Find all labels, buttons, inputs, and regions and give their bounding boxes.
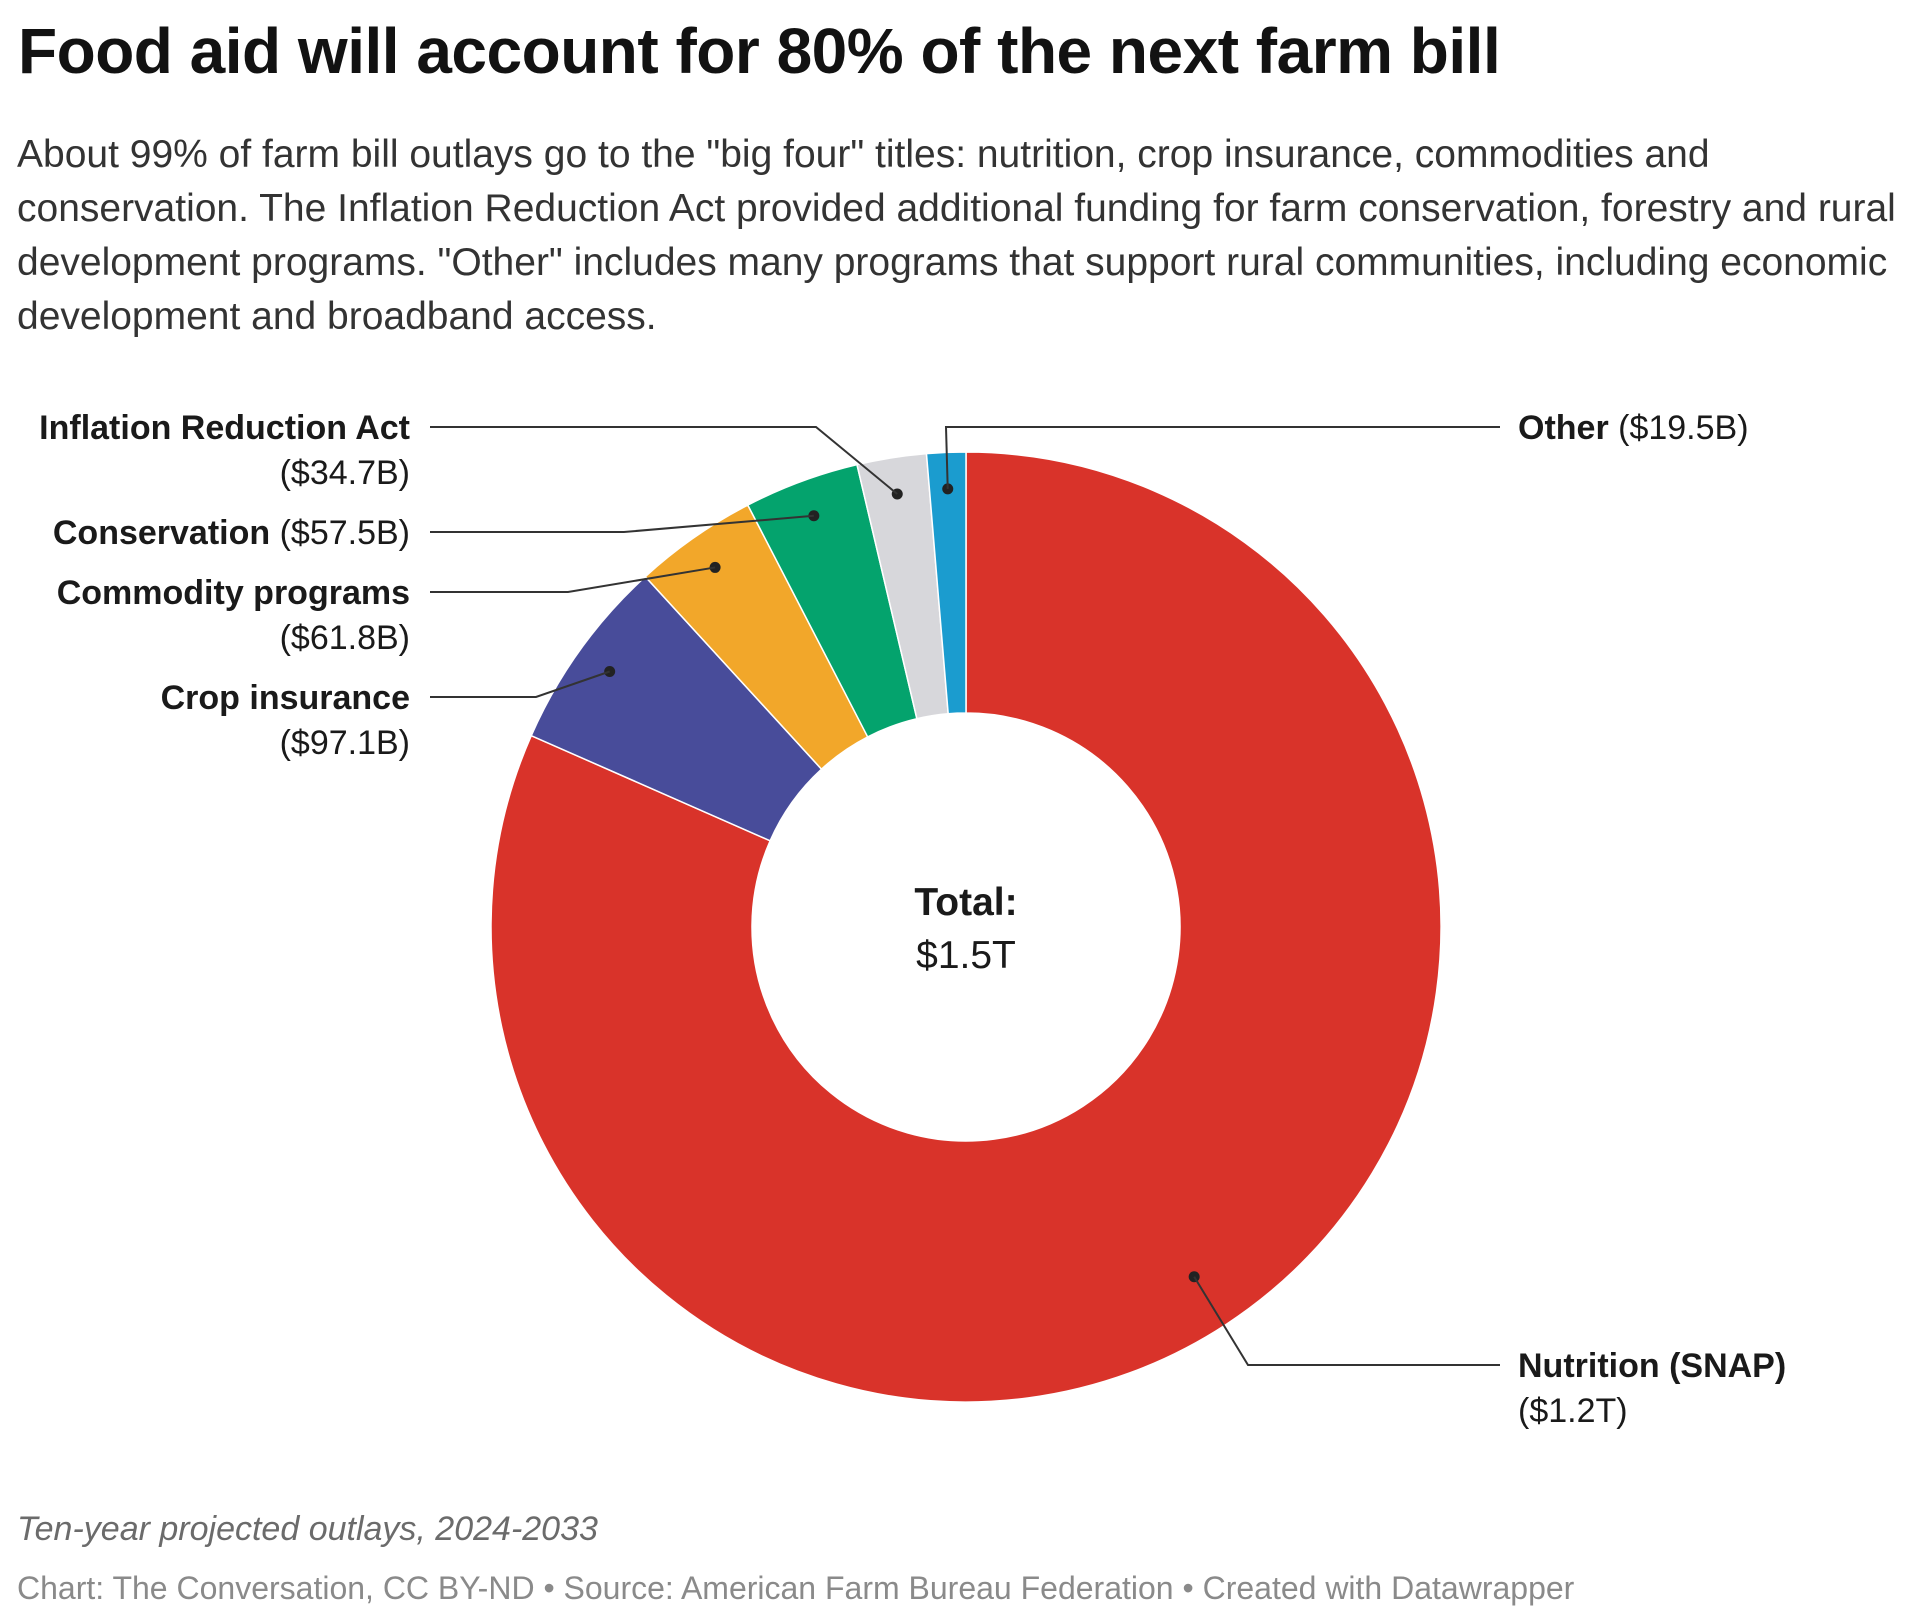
slice-label-nutrition-snap: Nutrition (SNAP) [1518,1347,1786,1385]
slice-label-other: Other ($19.5B) [1518,409,1749,447]
slice-label-crop-insurance: Crop insurance [161,679,410,717]
leader-lines [430,426,1500,1366]
slice-label-value-nutrition-snap: ($1.2T) [1518,1392,1628,1430]
chart-description: About 99% of farm bill outlays go to the… [17,133,1896,338]
leader-line-commodity-programs [430,566,716,593]
leader-line-conservation [430,514,814,533]
slice-label-conservation: Conservation ($57.5B) [53,514,410,552]
slice-label-inflation-reduction-act: Inflation Reduction Act [39,409,410,447]
slice-label-value-inflation-reduction-act: ($34.7B) [280,454,410,492]
slice-label-name: Inflation Reduction Act [39,409,410,447]
slice-label-name: Nutrition (SNAP) [1518,1347,1786,1385]
chart-notes: Ten-year projected outlays, 2024-2033 [17,1510,598,1548]
slice-label-name: Conservation [53,514,270,552]
slice-labels: Nutrition (SNAP) ($1.2T) Crop insurance ($9… [39,409,1786,1430]
slice-nutrition-snap[interactable] [490,451,1442,1403]
slice-label-name: Crop insurance [161,679,410,717]
slice-label-value-commodity-programs: ($61.8B) [280,619,410,657]
slice-other[interactable] [925,451,967,715]
leader-line-other [944,426,1500,489]
slice-label-value: ($57.5B) [270,514,410,552]
slice-label-commodity-programs: Commodity programs [57,574,410,612]
center-value: $1.5T [916,934,1016,977]
leader-line-crop-insurance [430,670,611,698]
donut-chart: Nutrition (SNAP) ($1.2T) Crop insurance ($9… [39,409,1786,1430]
donut-slices [490,451,1442,1403]
leader-line-nutrition-snap [1193,1276,1500,1366]
leader-line-inflation-reduction-act [430,426,898,495]
slice-label-name: Commodity programs [57,574,410,612]
chart-byline: Chart: The Conversation, CC BY-ND • Sour… [17,1570,1575,1606]
slice-label-name: Other [1518,409,1609,447]
slice-label-value-crop-insurance: ($97.1B) [280,724,410,762]
chart-title: Food aid will account for 80% of the nex… [18,15,1501,87]
center-label: Total: [914,881,1017,924]
slice-label-value: ($19.5B) [1609,409,1749,447]
